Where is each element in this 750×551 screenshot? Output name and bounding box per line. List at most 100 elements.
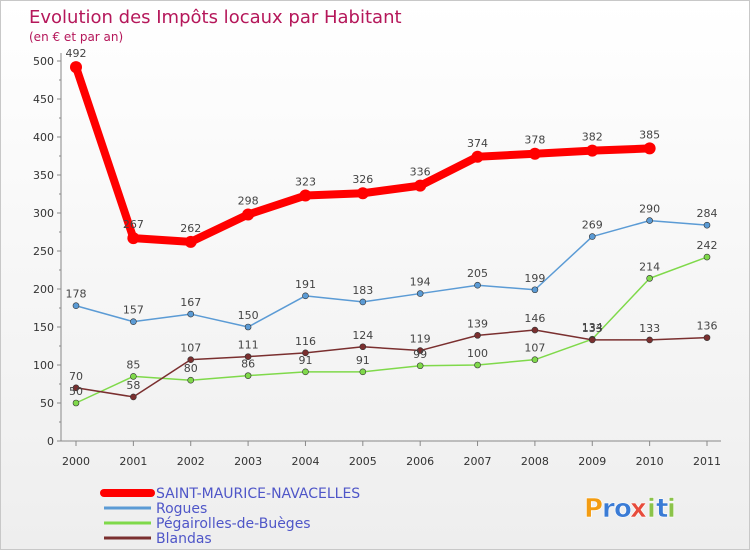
data-point bbox=[416, 362, 424, 370]
data-label: 107 bbox=[524, 342, 545, 355]
data-label: 70 bbox=[69, 370, 83, 383]
data-point bbox=[703, 253, 711, 261]
data-label: 167 bbox=[180, 296, 201, 309]
data-label: 269 bbox=[582, 219, 603, 232]
data-point bbox=[474, 332, 481, 339]
data-label: 150 bbox=[238, 309, 259, 322]
data-point bbox=[643, 142, 656, 155]
y-tick-label: 150 bbox=[33, 321, 54, 334]
data-point bbox=[588, 336, 596, 344]
y-tick-label: 100 bbox=[33, 359, 54, 372]
data-point bbox=[242, 208, 255, 221]
data-point bbox=[646, 217, 653, 224]
data-point bbox=[414, 179, 427, 192]
data-point bbox=[299, 189, 312, 202]
data-label: 136 bbox=[697, 320, 718, 333]
data-point bbox=[531, 286, 539, 294]
data-label: 191 bbox=[295, 278, 316, 291]
data-point bbox=[588, 233, 596, 240]
data-label: 80 bbox=[184, 362, 198, 375]
data-point bbox=[359, 298, 367, 306]
data-label: 124 bbox=[352, 329, 373, 342]
x-tick-label: 2006 bbox=[406, 455, 434, 468]
data-point bbox=[302, 368, 309, 376]
data-point bbox=[187, 356, 195, 363]
data-point bbox=[70, 61, 82, 74]
legend-label: Blandas bbox=[156, 531, 212, 547]
data-point bbox=[244, 323, 252, 331]
x-tick-label: 2009 bbox=[578, 455, 606, 468]
data-label: 284 bbox=[697, 207, 718, 220]
data-point bbox=[359, 368, 367, 376]
data-point bbox=[703, 221, 711, 229]
data-label: 91 bbox=[298, 354, 312, 367]
y-tick-label: 350 bbox=[33, 169, 54, 182]
x-tick-label: 2002 bbox=[177, 455, 205, 468]
data-point bbox=[474, 281, 481, 289]
data-point bbox=[586, 144, 599, 157]
data-label: 119 bbox=[410, 333, 431, 346]
data-label: 326 bbox=[352, 173, 373, 186]
data-label: 100 bbox=[467, 347, 488, 360]
logo-letter: P bbox=[584, 494, 603, 524]
data-label: 290 bbox=[639, 203, 660, 216]
y-tick-label: 450 bbox=[33, 93, 54, 106]
series-line-blandas bbox=[75, 329, 708, 398]
y-tick-label: 0 bbox=[47, 435, 54, 448]
chart-title: Evolution des Impôts locaux par Habitant bbox=[29, 7, 402, 28]
data-label: 133 bbox=[639, 322, 660, 335]
data-point bbox=[72, 302, 80, 310]
y-tick-label: 500 bbox=[33, 55, 54, 68]
data-label: 378 bbox=[524, 134, 545, 147]
chart-subtitle: (en € et par an) bbox=[29, 30, 123, 44]
x-tick-label: 2005 bbox=[349, 455, 377, 468]
data-label: 178 bbox=[66, 288, 87, 301]
series-lines bbox=[72, 63, 708, 404]
y-tick-label: 200 bbox=[33, 283, 54, 296]
data-point bbox=[130, 393, 137, 401]
data-label: 133 bbox=[582, 322, 603, 335]
legend: SAINT-MAURICE-NAVACELLESRoguesPégairolle… bbox=[100, 486, 360, 547]
logo-letter: i bbox=[647, 494, 656, 524]
data-label: 336 bbox=[410, 166, 431, 179]
logo-letter: r bbox=[602, 494, 615, 524]
data-point bbox=[474, 361, 481, 369]
series-line-saint-maurice-navacelles bbox=[72, 63, 654, 246]
legend-label: Pégairolles-de-Buèges bbox=[156, 516, 311, 532]
data-label: 157 bbox=[123, 304, 144, 317]
data-label: 242 bbox=[697, 239, 718, 252]
data-point bbox=[127, 232, 140, 245]
data-label: 382 bbox=[582, 131, 603, 144]
data-label: 111 bbox=[238, 339, 259, 352]
data-point bbox=[531, 356, 539, 363]
data-point bbox=[646, 336, 653, 344]
data-label: 323 bbox=[295, 176, 316, 189]
data-point bbox=[703, 334, 711, 341]
data-label: 183 bbox=[352, 284, 373, 297]
data-point bbox=[528, 147, 541, 160]
series-line-p-gairolles-de-bu-ges bbox=[75, 256, 708, 404]
data-label: 58 bbox=[126, 379, 140, 392]
data-label: 385 bbox=[639, 128, 660, 141]
legend-label: SAINT-MAURICE-NAVACELLES bbox=[156, 486, 360, 502]
x-tick-label: 2008 bbox=[521, 455, 549, 468]
logo-letter: t bbox=[656, 494, 668, 524]
series-points bbox=[70, 61, 711, 407]
y-tick-label: 50 bbox=[40, 397, 54, 410]
data-point bbox=[244, 353, 252, 360]
data-point bbox=[416, 347, 424, 354]
logo-letter: x bbox=[630, 494, 647, 524]
data-point bbox=[359, 343, 367, 351]
logo-letter: o bbox=[614, 494, 632, 524]
logo-letter: i bbox=[667, 494, 676, 524]
proxiti-logo: Pr ox i ti bbox=[584, 494, 677, 525]
data-label: 50 bbox=[69, 385, 83, 398]
data-point bbox=[72, 384, 80, 392]
data-point bbox=[471, 150, 484, 163]
data-label: 374 bbox=[467, 137, 488, 150]
data-label: 86 bbox=[241, 358, 255, 371]
data-label: 85 bbox=[126, 358, 140, 371]
data-point bbox=[130, 373, 137, 380]
